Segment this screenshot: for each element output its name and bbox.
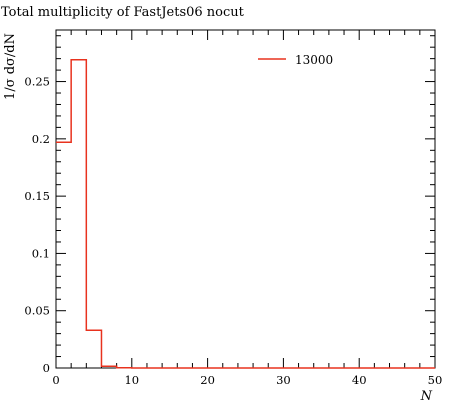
y-tick-label: 0 xyxy=(43,361,50,375)
x-axis-ticks xyxy=(55,30,436,368)
y-tick-label: 0.2 xyxy=(32,132,50,146)
legend-label-13000: 13000 xyxy=(295,53,333,67)
legend: 13000 xyxy=(258,53,333,67)
y-axis-ticks xyxy=(56,35,435,369)
plot-frame xyxy=(55,29,436,369)
chart-title: Total multiplicity of FastJets06 nocut xyxy=(1,5,245,20)
y-tick-label: 0.15 xyxy=(24,189,50,203)
x-tick-label: 20 xyxy=(200,373,215,387)
x-tick-label: 50 xyxy=(428,373,443,387)
x-tick-label: 0 xyxy=(52,373,59,387)
x-tick-label: 10 xyxy=(124,373,139,387)
x-axis-tick-labels: 0 10 20 30 40 50 xyxy=(52,373,442,387)
x-tick-label: 30 xyxy=(276,373,291,387)
series-layer xyxy=(56,59,435,369)
x-axis-label: N xyxy=(420,389,433,404)
y-axis-label: 1/σ dσ/dN xyxy=(3,33,18,100)
y-tick-label: 0.05 xyxy=(24,304,50,318)
y-axis-tick-labels: 0 0.05 0.1 0.15 0.2 0.25 xyxy=(24,75,50,375)
y-tick-label: 0.25 xyxy=(24,75,50,89)
series-line-13000 xyxy=(56,59,435,369)
y-tick-label: 0.1 xyxy=(32,246,50,260)
x-tick-label: 40 xyxy=(352,373,367,387)
